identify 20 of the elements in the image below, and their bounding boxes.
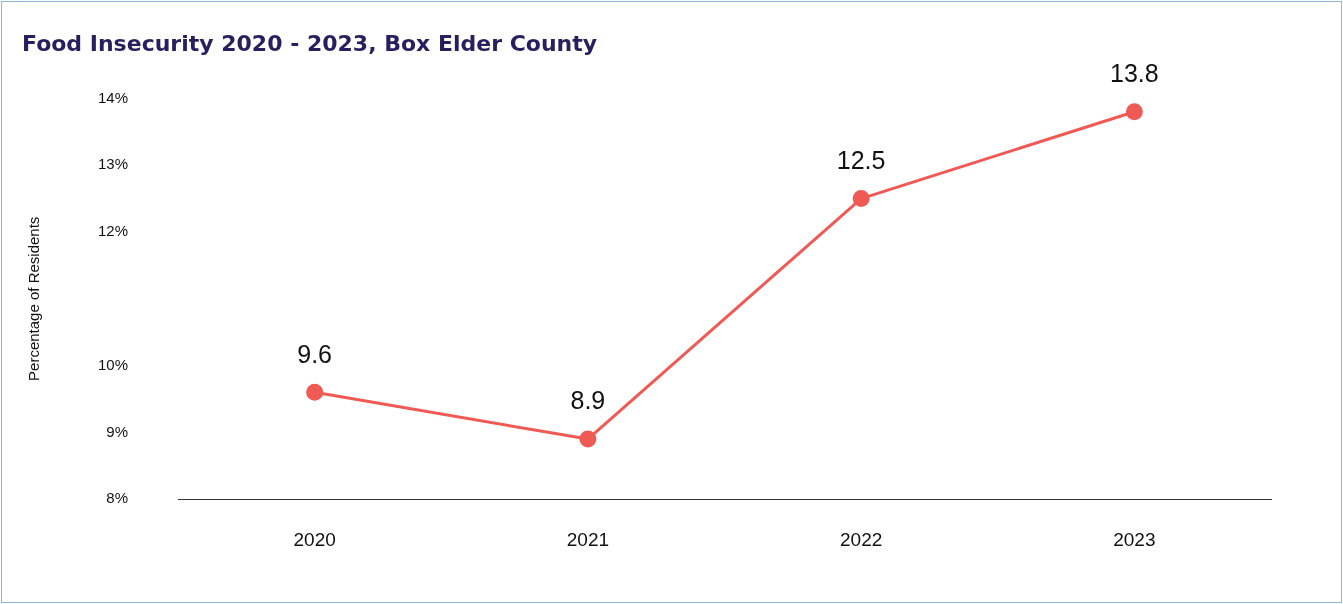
x-tick-label: 2023: [1113, 528, 1156, 550]
data-label: 13.8: [1110, 59, 1159, 88]
point: [306, 383, 324, 401]
data-label: 8.9: [570, 386, 606, 415]
y-tick-label: 14%: [97, 88, 129, 106]
y-tick-label: 8%: [106, 489, 129, 507]
data-label: 12.5: [836, 145, 886, 174]
y-tick-label: 13%: [97, 155, 129, 173]
point: [1125, 103, 1143, 121]
y-tick-label: 12%: [97, 222, 129, 240]
x-tick-label: 2021: [566, 528, 610, 550]
chart-title: Food Insecurity 2020 - 2023, Box Elder County: [22, 30, 598, 56]
data-label: 9.6: [297, 339, 333, 368]
y-axis-title: Percentage of Residents: [25, 216, 43, 381]
y-tick-label: 10%: [97, 355, 129, 373]
point: [852, 190, 870, 208]
point: [579, 430, 597, 448]
x-tick-label: 2020: [293, 528, 336, 550]
x-tick-label: 2022: [839, 528, 883, 550]
y-tick-label: 9%: [106, 422, 129, 440]
